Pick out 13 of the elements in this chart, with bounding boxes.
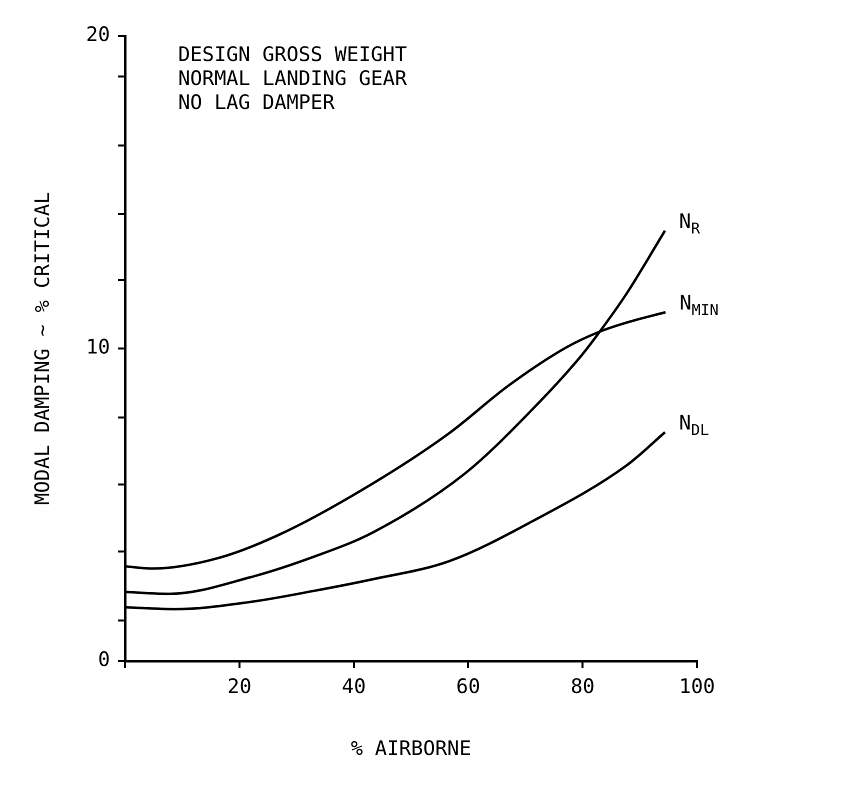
- y-tick-label: 10: [86, 334, 110, 359]
- x-tick-label: 80: [570, 674, 595, 698]
- x-tick-label: 60: [456, 674, 480, 698]
- x-tick-label: 100: [678, 674, 716, 698]
- x-axis-title: % AIRBORNE: [350, 736, 472, 760]
- y-axis-title: MODAL DAMPING ~ % CRITICAL: [30, 192, 54, 506]
- annotation: NO LAG DAMPER: [178, 90, 336, 114]
- annotation: NORMAL LANDING GEAR: [178, 66, 408, 90]
- annotation: DESIGN GROSS WEIGHT: [178, 42, 407, 66]
- x-tick-label: 20: [227, 674, 252, 698]
- y-tick-label: 0: [98, 647, 110, 672]
- x-tick-label: 40: [342, 674, 366, 698]
- y-tick-label: 20: [86, 22, 110, 46]
